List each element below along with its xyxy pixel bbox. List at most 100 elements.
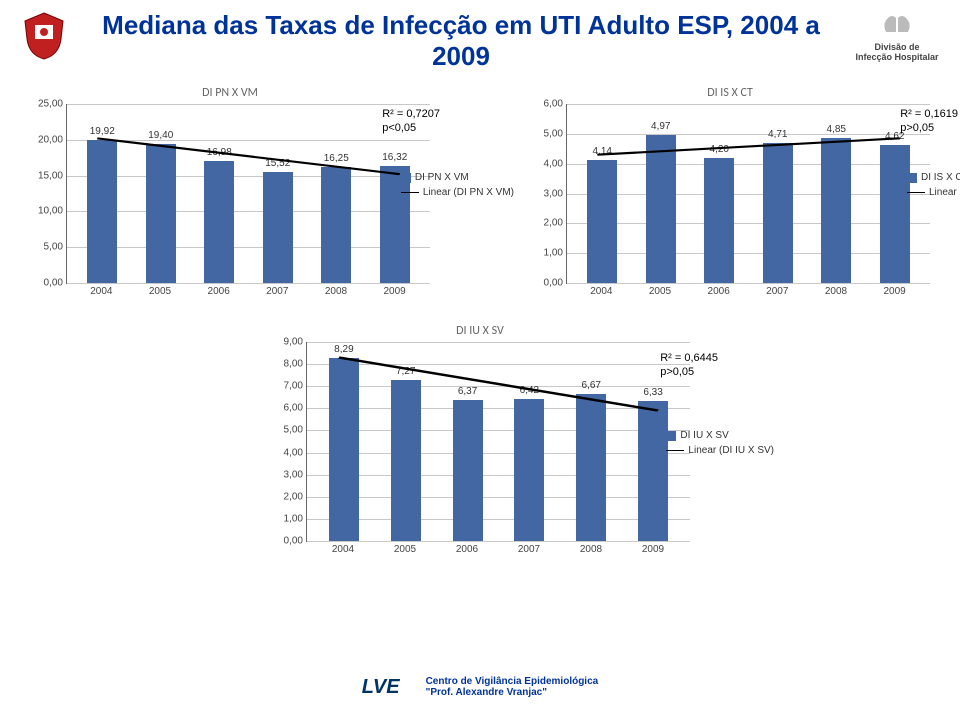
y-tick-label: 5,00 — [531, 128, 563, 139]
chart-iu-xaxis: 200420052006200720082009 — [306, 542, 690, 555]
bar-value-label: 4,97 — [651, 121, 670, 132]
legend-row: Linear (DI IS X CT) — [907, 187, 960, 198]
chart-is-title: DI IS X CT — [530, 86, 930, 100]
y-tick-label: 4,00 — [531, 158, 563, 169]
x-tick-label: 2005 — [149, 286, 171, 297]
y-tick-label: 7,00 — [271, 381, 303, 392]
y-tick-label: 5,00 — [271, 425, 303, 436]
legend-label: DI IU X SV — [680, 430, 728, 441]
bar: 4,85 — [821, 138, 851, 283]
bar-value-label: 6,33 — [643, 387, 662, 398]
x-tick-label: 2009 — [642, 544, 664, 555]
footer-lve: LVE — [362, 676, 400, 699]
bar: 4,14 — [587, 160, 617, 284]
bar-value-label: 19,40 — [148, 130, 173, 141]
x-tick-label: 2005 — [649, 286, 671, 297]
title-text: Mediana das Taxas de Infecção em UTI Adu… — [70, 10, 852, 72]
x-tick-label: 2008 — [825, 286, 847, 297]
legend-label: DI PN X VM — [415, 172, 469, 183]
chart-is-legend: DI IS X CT Linear (DI IS X CT) — [907, 172, 960, 202]
bar: 19,92 — [87, 140, 117, 283]
bars: 8,29 7,27 6,37 6,42 6,67 6,33 — [307, 342, 690, 541]
bar-value-label: 4,14 — [593, 146, 612, 157]
footer-cve-l2: "Prof. Alexandre Vranjac" — [426, 687, 599, 698]
legend-line-icon — [666, 450, 684, 451]
x-tick-label: 2008 — [325, 286, 347, 297]
y-tick-label: 5,00 — [31, 242, 63, 253]
bar: 15,52 — [263, 172, 293, 283]
charts-grid: DI PN X VM 0,005,0010,0015,0020,0025,001… — [30, 86, 930, 564]
legend-line-icon — [401, 192, 419, 193]
footer: LVE Centro de Vigilância Epidemiológica … — [0, 665, 960, 709]
y-tick-label: 8,00 — [271, 359, 303, 370]
bar-value-label: 19,92 — [90, 126, 115, 137]
bar: 4,71 — [763, 143, 793, 284]
chart-is-xaxis: 200420052006200720082009 — [566, 284, 930, 297]
y-tick-label: 0,00 — [31, 278, 63, 289]
y-tick-label: 4,00 — [271, 447, 303, 458]
bar-value-label: 4,85 — [827, 124, 846, 135]
gridline — [567, 283, 930, 284]
legend-label: Linear (DI IS X CT) — [929, 187, 960, 198]
chart-pn-plot: 0,005,0010,0015,0020,0025,0019,9219,4016… — [66, 104, 430, 284]
y-tick-label: 1,00 — [271, 513, 303, 524]
gridline — [67, 283, 430, 284]
bar-value-label: 4,20 — [710, 144, 729, 155]
chart-iu-r2: R² = 0,6445p>0,05 — [660, 352, 718, 380]
chart-pn-xaxis: 200420052006200720082009 — [66, 284, 430, 297]
legend-row: DI IU X SV — [666, 430, 774, 441]
bar-value-label: 16,32 — [382, 152, 407, 163]
legend-label: DI IS X CT — [921, 172, 960, 183]
right-caption-l2: Infecção Hospitalar — [852, 53, 942, 63]
legend-swatch-icon — [401, 173, 411, 183]
chart-iu-plot: 0,001,002,003,004,005,006,007,008,009,00… — [306, 342, 690, 542]
y-tick-label: 6,00 — [531, 99, 563, 110]
x-tick-label: 2007 — [766, 286, 788, 297]
chart-is: DI IS X CT 0,001,002,003,004,005,006,004… — [530, 86, 930, 306]
x-tick-label: 2007 — [518, 544, 540, 555]
y-tick-label: 1,00 — [531, 248, 563, 259]
y-tick-label: 3,00 — [531, 188, 563, 199]
y-tick-label: 2,00 — [271, 491, 303, 502]
page-title: Mediana das Taxas de Infecção em UTI Adu… — [70, 8, 852, 72]
chart-pn: DI PN X VM 0,005,0010,0015,0020,0025,001… — [30, 86, 430, 306]
bars: 19,9219,4016,9815,5216,2516,32 — [67, 104, 430, 283]
legend-row: DI IS X CT — [907, 172, 960, 183]
state-crest-icon — [18, 8, 70, 64]
y-tick-label: 3,00 — [271, 469, 303, 480]
x-tick-label: 2006 — [208, 286, 230, 297]
chart-pn-title: DI PN X VM — [30, 86, 430, 100]
bar: 6,33 — [638, 401, 668, 541]
chart-iu: DI IU X SV 0,001,002,003,004,005,006,007… — [270, 324, 690, 564]
bar-value-label: 8,29 — [334, 344, 353, 355]
y-tick-label: 25,00 — [31, 99, 63, 110]
bar: 6,37 — [453, 400, 483, 541]
gridline — [307, 541, 690, 542]
hands-icon — [880, 8, 914, 38]
chart-iu-legend: DI IU X SV Linear (DI IU X SV) — [666, 430, 774, 460]
legend-row: DI PN X VM — [401, 172, 514, 183]
legend-row: Linear (DI PN X VM) — [401, 187, 514, 198]
legend-swatch-icon — [907, 173, 917, 183]
legend-label: Linear (DI IU X SV) — [688, 445, 774, 456]
right-caption: Divisão de Infecção Hospitalar — [852, 8, 942, 64]
legend-label: Linear (DI PN X VM) — [423, 187, 514, 198]
bar-value-label: 6,42 — [520, 385, 539, 396]
chart-pn-legend: DI PN X VM Linear (DI PN X VM) — [401, 172, 514, 202]
chart-is-r2: R² = 0,1619p>0,05 — [900, 108, 958, 136]
y-tick-label: 2,00 — [531, 218, 563, 229]
chart-is-plot: 0,001,002,003,004,005,006,004,144,974,20… — [566, 104, 930, 284]
x-tick-label: 2006 — [708, 286, 730, 297]
bar-value-label: 16,98 — [207, 147, 232, 158]
bar-value-label: 7,27 — [396, 366, 415, 377]
x-tick-label: 2004 — [590, 286, 612, 297]
bar: 16,98 — [204, 161, 234, 283]
y-tick-label: 10,00 — [31, 206, 63, 217]
chart-iu-title: DI IU X SV — [270, 324, 690, 338]
bar-value-label: 6,67 — [581, 380, 600, 391]
header: Mediana das Taxas de Infecção em UTI Adu… — [0, 0, 960, 72]
bar-value-label: 15,52 — [265, 158, 290, 169]
x-tick-label: 2007 — [266, 286, 288, 297]
x-tick-label: 2009 — [383, 286, 405, 297]
y-tick-label: 15,00 — [31, 170, 63, 181]
